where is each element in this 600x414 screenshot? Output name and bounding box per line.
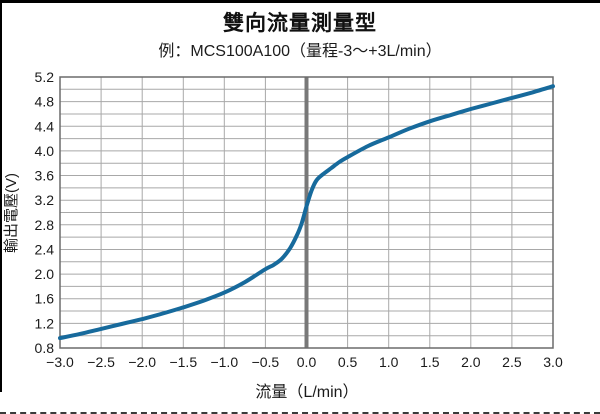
y-tick-label: 3.6 bbox=[35, 168, 55, 184]
y-tick-label: 3.2 bbox=[35, 192, 55, 208]
y-tick-label: 0.8 bbox=[35, 340, 55, 356]
x-tick-label: 1.0 bbox=[379, 354, 399, 370]
panel-border-bottom bbox=[0, 412, 600, 414]
x-tick-label: 2.0 bbox=[461, 354, 481, 370]
y-tick-label: 1.6 bbox=[35, 291, 55, 307]
y-tick-labels: 0.8 1.2 1.6 2.0 2.4 2.8 3.2 3.6 4.0 4.4 4.8 5.2 bbox=[35, 69, 55, 356]
chart-subtitle: 例：MCS100A100（量程-3～+3L/min） bbox=[158, 43, 442, 60]
panel-border-top bbox=[0, 0, 600, 3]
x-tick-label: −1.5 bbox=[169, 354, 197, 370]
x-axis-label: 流量（L/min） bbox=[255, 383, 358, 401]
x-tick-label: −2.0 bbox=[128, 354, 156, 370]
x-tick-labels: −3.0 −2.5 −2.0 −1.5 −1.0 −0.5 0.0 0.5 1.0 1.5 2.0 2… bbox=[46, 354, 563, 370]
y-tick-label: 2.0 bbox=[35, 266, 55, 282]
y-tick-label: 4.8 bbox=[35, 94, 55, 110]
y-tick-label: 2.4 bbox=[35, 242, 55, 258]
x-tick-label: −2.5 bbox=[87, 354, 115, 370]
x-tick-label: −1.0 bbox=[210, 354, 238, 370]
x-tick-label: 3.0 bbox=[543, 354, 563, 370]
x-tick-label: −0.5 bbox=[252, 354, 280, 370]
x-tick-label: 2.5 bbox=[502, 354, 522, 370]
x-tick-label: 0.0 bbox=[297, 354, 317, 370]
x-tick-label: 0.5 bbox=[338, 354, 358, 370]
y-tick-label: 5.2 bbox=[35, 69, 55, 85]
x-tick-label: 1.5 bbox=[420, 354, 440, 370]
panel-border-left bbox=[0, 0, 2, 392]
y-tick-label: 4.0 bbox=[35, 143, 55, 159]
output-voltage-curve bbox=[58, 84, 555, 341]
y-axis-label: 輸出電壓(V) bbox=[3, 173, 20, 253]
chart-title: 雙向流量測量型 bbox=[223, 12, 377, 35]
plot-border bbox=[59, 76, 554, 349]
y-tick-label: 1.2 bbox=[35, 315, 55, 331]
y-tick-label: 4.4 bbox=[35, 118, 55, 134]
x-tick-label: −3.0 bbox=[46, 354, 74, 370]
y-tick-label: 2.8 bbox=[35, 217, 55, 233]
